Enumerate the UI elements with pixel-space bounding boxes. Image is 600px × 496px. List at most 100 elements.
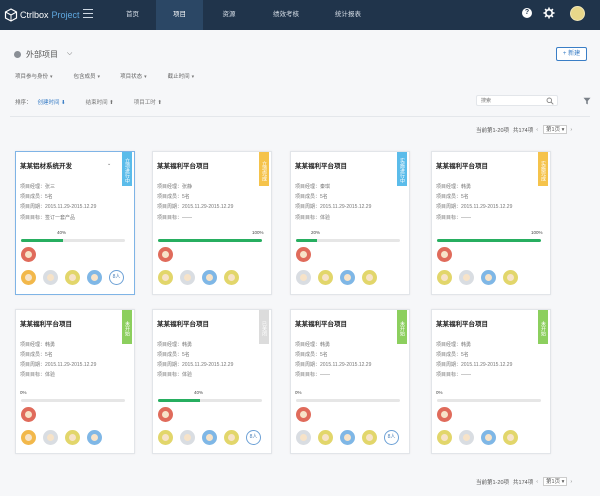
card-title[interactable]: 某某福利平台项目 — [157, 321, 209, 328]
more-members-badge[interactable]: 8人 — [384, 430, 399, 445]
member-avatar[interactable] — [362, 430, 377, 445]
brand-logo[interactable]: Ctrlbox Project — [4, 7, 80, 23]
card-title[interactable]: 某某铝材系统开发 — [20, 163, 72, 170]
project-card[interactable]: 某某福利平台项目 立项完成 项目经理：张静 项目成员：5名 项目周期：2015.11.2… — [152, 151, 272, 295]
member-avatar[interactable] — [224, 430, 239, 445]
card-title[interactable]: 某某福利平台项目 — [295, 321, 347, 328]
member-avatar[interactable] — [296, 270, 311, 285]
manager-avatar[interactable] — [158, 407, 173, 422]
project-card[interactable]: 某某福利平台项目 未开始 项目经理：韩勇 项目成员：5名 项目周期：2015.11.29… — [290, 309, 410, 454]
manager-avatar[interactable] — [437, 247, 452, 262]
manager-avatar[interactable] — [437, 407, 452, 422]
manager-avatar[interactable] — [296, 247, 311, 262]
project-card[interactable]: 某某福利平台项目 实施完成 项目经理：韩勇 项目成员：5名 项目周期：2015.11.2… — [431, 151, 551, 295]
page-title[interactable]: 外部项目 — [26, 50, 58, 59]
member-avatar[interactable] — [158, 430, 173, 445]
member-avatar[interactable] — [318, 430, 333, 445]
member-avatar[interactable] — [21, 270, 36, 285]
member-avatar[interactable] — [481, 430, 496, 445]
status-ribbon: 立项进行中 — [122, 152, 132, 186]
member-avatar[interactable] — [43, 430, 58, 445]
project-card[interactable]: 某某铝材系统开发 ⌄ 立项进行中 项目经理：张三 项目成员：5名 项目周期：2015.11… — [15, 151, 135, 295]
project-card[interactable]: 某某福利平台项目 实施进行中 项目经理：秦琪 项目成员：5名 项目周期：2015.11.… — [290, 151, 410, 295]
prev-page-icon[interactable]: ‹ — [536, 478, 539, 485]
member-avatar[interactable] — [503, 270, 518, 285]
progress-label: 100% — [531, 230, 543, 235]
page-select[interactable]: 第1页 ▾ — [543, 125, 568, 134]
chevron-down-icon[interactable]: ⌵ — [67, 50, 73, 57]
help-icon[interactable]: ? — [522, 8, 532, 18]
member-avatar[interactable] — [340, 430, 355, 445]
filter-status[interactable]: 项目状态 ▾ — [120, 72, 147, 80]
member-avatars: 8人 — [21, 270, 124, 285]
member-avatar[interactable] — [158, 270, 173, 285]
menu-toggle-icon[interactable] — [83, 9, 93, 19]
prev-page-icon[interactable]: ‹ — [536, 126, 539, 133]
new-project-button[interactable]: + 新建 — [556, 47, 587, 61]
more-members-badge[interactable]: 8人 — [109, 270, 124, 285]
project-card[interactable]: 某某福利平台项目 未开始 项目经理：韩勇 项目成员：5名 项目周期：2015.11.29… — [431, 309, 551, 454]
gear-icon[interactable] — [543, 7, 555, 19]
filter-role[interactable]: 项目参与身份 ▾ — [15, 72, 53, 80]
nav-item-performance[interactable]: 绩效考核 — [273, 11, 299, 18]
member-avatar[interactable] — [180, 270, 195, 285]
search-input[interactable] — [481, 96, 543, 105]
top-navigation-bar: Ctrlbox Project 首页 项目 资源 绩效考核 统计报表 ? — [0, 0, 600, 30]
member-avatar[interactable] — [202, 430, 217, 445]
manager-avatar[interactable] — [158, 247, 173, 262]
member-avatar[interactable] — [296, 430, 311, 445]
filter-funnel-icon[interactable] — [583, 97, 591, 105]
member-avatar[interactable] — [459, 270, 474, 285]
page-select[interactable]: 第1页 ▾ — [543, 477, 568, 486]
nav-item-home[interactable]: 首页 — [126, 11, 139, 18]
member-avatar[interactable] — [87, 270, 102, 285]
sort-end-time[interactable]: 结束时间 ⬆ — [85, 100, 114, 106]
manager-avatar[interactable] — [21, 247, 36, 262]
member-avatar[interactable] — [43, 270, 58, 285]
member-avatar[interactable] — [65, 430, 80, 445]
filter-members[interactable]: 包含成员 ▾ — [74, 72, 101, 80]
member-avatar[interactable] — [437, 430, 452, 445]
card-title[interactable]: 某某福利平台项目 — [295, 163, 347, 170]
member-avatar[interactable] — [87, 430, 102, 445]
project-card[interactable]: 某某福利平台项目 未开始 项目经理：韩勇 项目成员：5名 项目周期：2015.11.29… — [15, 309, 135, 454]
sort-created-time[interactable]: 创建时间 ⬇ — [37, 100, 66, 106]
card-period: 项目周期：2015.11.29-2015.12.29 — [436, 204, 513, 210]
member-avatar[interactable] — [503, 430, 518, 445]
member-avatar[interactable] — [362, 270, 377, 285]
more-members-badge[interactable]: 8人 — [246, 430, 261, 445]
next-page-icon[interactable]: › — [570, 126, 573, 133]
card-title[interactable]: 某某福利平台项目 — [157, 163, 209, 170]
card-title[interactable]: 某某福利平台项目 — [436, 321, 488, 328]
member-avatar[interactable] — [481, 270, 496, 285]
filter-deadline[interactable]: 截止时间 ▾ — [168, 72, 195, 80]
member-avatar[interactable] — [318, 270, 333, 285]
member-avatars — [437, 430, 525, 445]
member-avatar[interactable] — [65, 270, 80, 285]
chevron-down-icon[interactable]: ⌄ — [107, 161, 112, 167]
manager-avatar[interactable] — [21, 407, 36, 422]
sort-label: 排序： — [15, 100, 32, 106]
member-avatar[interactable] — [459, 430, 474, 445]
card-title[interactable]: 某某福利平台项目 — [20, 321, 72, 328]
member-avatar[interactable] — [21, 430, 36, 445]
search-icon[interactable] — [546, 97, 554, 105]
card-title[interactable]: 某某福利平台项目 — [436, 163, 488, 170]
member-avatar[interactable] — [340, 270, 355, 285]
member-avatar[interactable] — [180, 430, 195, 445]
user-avatar[interactable] — [570, 6, 585, 21]
nav-item-resources[interactable]: 资源 — [222, 11, 236, 18]
caret-down-icon: ▾ — [50, 74, 53, 80]
progress-bar — [296, 239, 400, 242]
sort-work-hours[interactable]: 项目工时 ⬆ — [133, 100, 162, 106]
member-avatar[interactable] — [437, 270, 452, 285]
divider — [10, 116, 590, 117]
nav-item-projects[interactable]: 项目 — [156, 0, 203, 30]
progress-fill — [437, 239, 541, 242]
project-card[interactable]: 某某福利平台项目 已关闭 项目经理：韩勇 项目成员：5名 项目周期：2015.11.29… — [152, 309, 272, 454]
manager-avatar[interactable] — [296, 407, 311, 422]
next-page-icon[interactable]: › — [570, 478, 573, 485]
nav-item-reports[interactable]: 统计报表 — [335, 11, 361, 18]
member-avatar[interactable] — [202, 270, 217, 285]
member-avatar[interactable] — [224, 270, 239, 285]
